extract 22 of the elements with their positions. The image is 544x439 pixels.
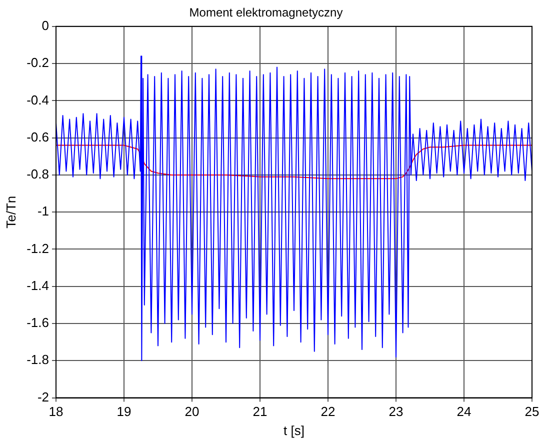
y-tick-label: -1.4 [26, 278, 49, 293]
x-axis-title: t [s] [284, 422, 304, 438]
x-tick-label: 22 [320, 404, 336, 420]
y-tick-label: -2 [37, 389, 49, 404]
y-tick-label: -0.2 [26, 55, 49, 70]
y-tick-label: -1.6 [26, 315, 49, 330]
x-tick-label: 20 [184, 404, 200, 420]
y-tick-label: -0.4 [26, 92, 49, 108]
y-tick-label: -0.6 [26, 129, 49, 144]
x-tick-label: 21 [252, 404, 268, 420]
x-tick-label: 19 [116, 404, 132, 420]
y-tick-label: -1 [37, 204, 49, 219]
y-tick-label: -0.8 [26, 166, 49, 182]
x-tick-label: 23 [388, 404, 404, 420]
x-tick-label: 18 [48, 404, 64, 420]
chart-title: Moment elektromagnetyczny [189, 6, 343, 20]
x-tick-label: 25 [524, 404, 540, 420]
y-tick-label: -1.2 [26, 240, 49, 256]
y-tick-label: 0 [42, 18, 49, 33]
x-tick-label: 24 [456, 404, 472, 420]
y-axis-title: Te/Tn [3, 196, 18, 228]
y-tick-label: -1.8 [26, 352, 49, 368]
